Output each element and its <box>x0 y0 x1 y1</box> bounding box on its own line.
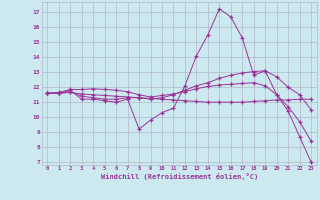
X-axis label: Windchill (Refroidissement éolien,°C): Windchill (Refroidissement éolien,°C) <box>100 173 258 180</box>
